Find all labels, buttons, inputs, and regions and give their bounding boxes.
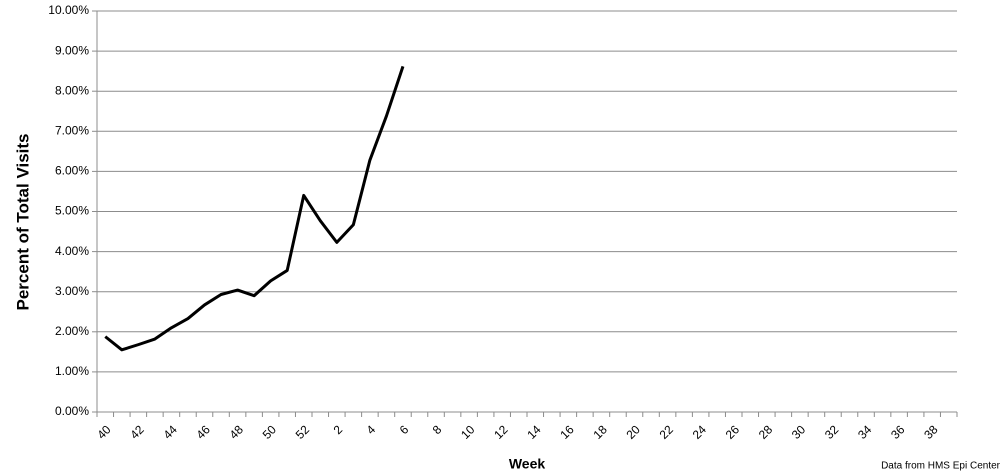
y-tick-label: 2.00%: [55, 324, 89, 338]
x-axis-title: Week: [509, 456, 546, 472]
x-tick-label: 26: [723, 422, 743, 442]
x-tick-label: 30: [789, 422, 809, 442]
x-tick-label: 46: [194, 422, 214, 442]
y-tick-label: 0.00%: [55, 404, 89, 418]
x-tick-label: 36: [888, 422, 908, 442]
x-tick-label: 22: [657, 422, 677, 442]
x-tick-label: 34: [855, 422, 875, 442]
x-tick-label: 14: [524, 422, 544, 442]
x-tick-label: 42: [127, 422, 147, 442]
x-tick-label: 2: [331, 422, 346, 437]
x-tick-label: 50: [260, 422, 280, 442]
x-tick-label: 44: [160, 422, 180, 442]
x-tick-label: 52: [293, 422, 313, 442]
x-tick-label: 48: [227, 422, 247, 442]
y-tick-label: 1.00%: [55, 364, 89, 378]
x-tick-label: 12: [491, 422, 511, 442]
y-tick-label: 5.00%: [55, 204, 89, 218]
y-tick-label: 6.00%: [55, 164, 89, 178]
x-tick-label: 32: [822, 422, 842, 442]
x-tick-label: 16: [557, 422, 577, 442]
x-tick-label: 40: [94, 422, 114, 442]
x-tick-label: 20: [624, 422, 644, 442]
x-tick-label: 38: [921, 422, 941, 442]
y-tick-label: 8.00%: [55, 83, 89, 97]
y-tick-label: 3.00%: [55, 284, 89, 298]
data-line: [104, 65, 405, 352]
y-axis-title: Percent of Total Visits: [13, 134, 32, 311]
x-tick-label: 18: [590, 422, 610, 442]
x-tick-label: 8: [430, 422, 445, 437]
x-tick-label: 24: [690, 422, 710, 442]
y-tick-label: 7.00%: [55, 123, 89, 137]
x-tick-label: 4: [364, 422, 379, 437]
y-tick-label: 4.00%: [55, 244, 89, 258]
x-tick-label: 28: [756, 422, 776, 442]
x-tick-label: 10: [458, 422, 478, 442]
source-note: Data from HMS Epi Center: [881, 461, 1001, 472]
y-tick-label: 10.00%: [48, 3, 89, 17]
y-tick-label: 9.00%: [55, 43, 89, 57]
x-tick-label: 6: [397, 422, 412, 437]
